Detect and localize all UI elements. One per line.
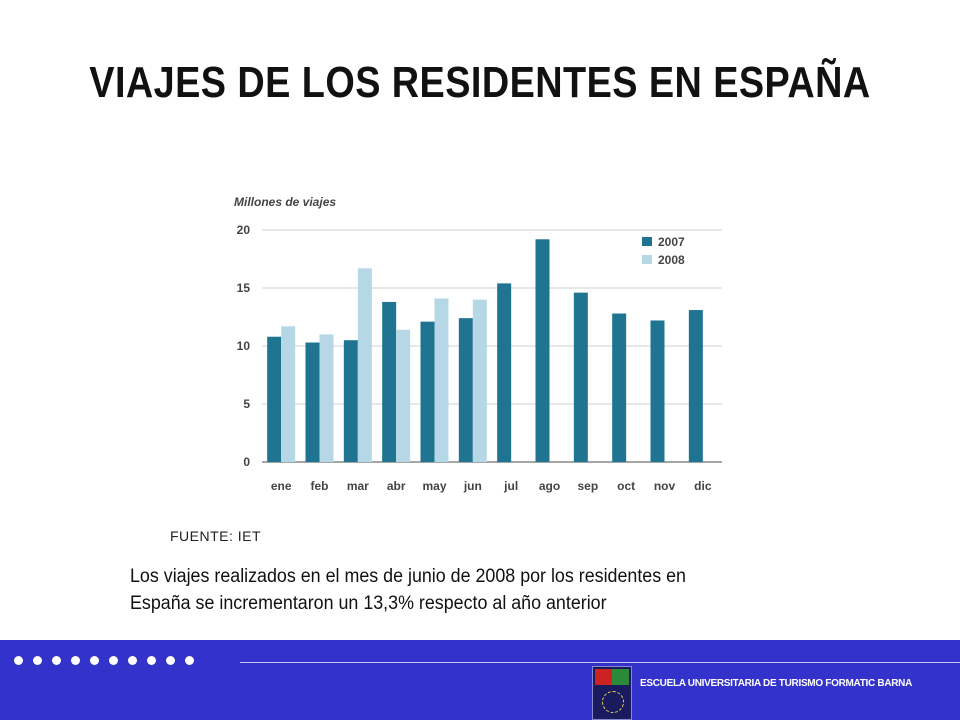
y-tick-label: 20	[237, 223, 251, 237]
y-tick-label: 10	[237, 339, 251, 353]
y-tick-label: 5	[243, 397, 250, 411]
description-text: Los viajes realizados en el mes de junio…	[130, 566, 686, 614]
bar-2007-ago	[535, 239, 550, 462]
bar-2007-sep	[573, 292, 588, 462]
bar-2007-abr	[382, 301, 397, 462]
bar-2007-jul	[497, 283, 512, 462]
x-tick-label: ene	[271, 479, 292, 493]
legend-label: 2007	[658, 235, 685, 249]
x-tick-label: feb	[311, 479, 329, 493]
dot	[128, 656, 137, 665]
x-tick-label: ago	[539, 479, 560, 493]
x-tick-label: mar	[347, 479, 369, 493]
bar-2007-oct	[612, 313, 627, 462]
bar-2008-abr	[396, 329, 411, 462]
x-tick-label: oct	[617, 479, 635, 493]
footer-bar: ESCUELA UNIVERSITARIA DE TURISMO FORMATI…	[0, 640, 960, 720]
footer-divider	[240, 662, 960, 663]
bar-2008-ene	[281, 326, 296, 462]
bar-2008-jun	[472, 299, 487, 462]
bar-2007-jun	[458, 318, 473, 462]
dot	[109, 656, 118, 665]
bar-2007-dic	[688, 310, 703, 462]
school-logo	[592, 666, 632, 720]
bar-2008-mar	[357, 268, 372, 462]
legend-label: 2008	[658, 253, 685, 267]
page-title: VIAJES DE LOS RESIDENTES EN ESPAÑA	[89, 58, 871, 107]
legend-swatch	[642, 255, 652, 264]
bar-2007-ene	[267, 336, 282, 462]
bar-chart: Millones de viajes 0 5 10 15 20 ene feb mar abr…	[234, 195, 722, 493]
dot	[71, 656, 80, 665]
dot	[147, 656, 156, 665]
bar-2007-nov	[650, 320, 665, 462]
bar-2007-mar	[343, 340, 358, 462]
bar-2008-feb	[319, 334, 334, 462]
eu-stars-icon	[602, 691, 624, 713]
dot	[166, 656, 175, 665]
x-tick-label: sep	[577, 479, 598, 493]
x-tick-label: nov	[654, 479, 676, 493]
dot	[14, 656, 23, 665]
y-tick-label: 15	[237, 281, 251, 295]
dot	[33, 656, 42, 665]
legend-swatch	[642, 237, 652, 246]
x-tick-label: abr	[387, 479, 406, 493]
dot	[185, 656, 194, 665]
x-tick-label: may	[422, 479, 446, 493]
x-tick-label: dic	[694, 479, 712, 493]
source-text: FUENTE: IET	[170, 528, 262, 544]
y-axis-label: Millones de viajes	[234, 195, 336, 209]
x-tick-label: jul	[503, 479, 518, 493]
bar-2008-may	[434, 298, 449, 462]
dot-decoration	[14, 656, 194, 665]
bar-2007-may	[420, 321, 435, 462]
bar-2007-feb	[305, 342, 320, 462]
dot	[52, 656, 61, 665]
dot	[90, 656, 99, 665]
y-tick-label: 0	[243, 455, 250, 469]
school-name: ESCUELA UNIVERSITARIA DE TURISMO FORMATI…	[640, 678, 913, 689]
x-tick-label: jun	[463, 479, 482, 493]
